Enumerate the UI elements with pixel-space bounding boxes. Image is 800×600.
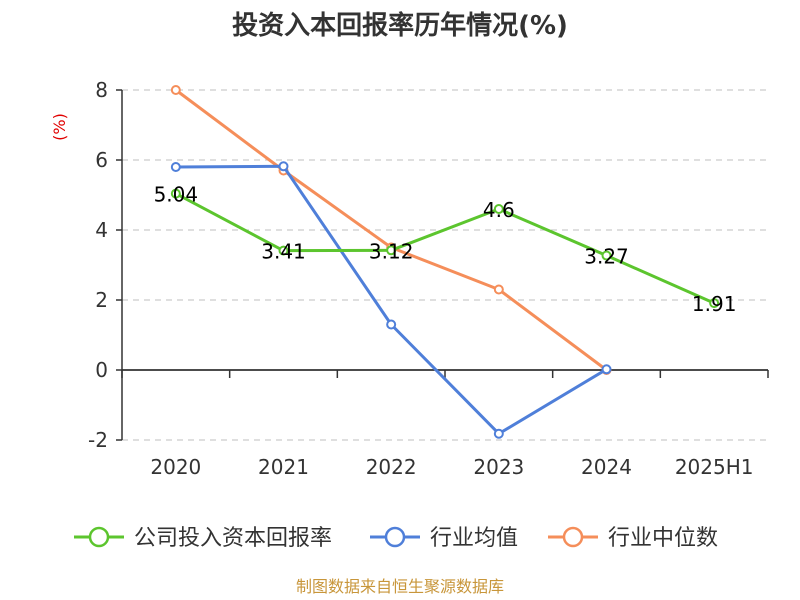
legend-label: 公司投入资本回报率	[134, 526, 332, 551]
legend-marker	[88, 526, 110, 548]
legend-label: 行业均值	[430, 526, 518, 551]
data-point	[278, 161, 289, 172]
y-tick-label: 6	[95, 148, 108, 172]
legend-marker	[384, 526, 406, 548]
legend-marker	[562, 526, 584, 548]
chart-title: 投资入本回报率历年情况(%)	[232, 10, 568, 41]
data-label: 1.91	[692, 292, 737, 316]
data-point	[493, 284, 504, 295]
data-label: 5.04	[154, 183, 199, 207]
data-point	[601, 364, 612, 375]
legend-item-1[interactable]: 公司投入资本回报率	[74, 526, 332, 551]
data-point	[386, 319, 397, 330]
data-point	[170, 188, 181, 199]
data-point	[170, 85, 181, 95]
y-axis-unit-label: (%)	[50, 113, 69, 141]
x-tick-label: 2024	[581, 455, 632, 479]
axes: -2 0 2 4 6 8 2020 2021 2022 2023 2024 2025H1	[88, 78, 769, 479]
x-tick-label: 2025H1	[675, 455, 754, 479]
data-point	[170, 162, 181, 172]
data-point	[493, 428, 504, 439]
data-point	[278, 245, 289, 256]
data-point	[709, 298, 720, 309]
data-label: 3.12	[369, 239, 414, 263]
grid	[122, 89, 768, 441]
data-label: 3.41	[261, 240, 306, 264]
data-point	[601, 250, 612, 261]
legend-item-3[interactable]: 行业中位数	[548, 526, 718, 551]
x-tick-label: 2020	[150, 455, 201, 479]
series-line-1	[175, 192, 715, 305]
series-lines	[170, 85, 720, 439]
data-point	[493, 204, 504, 214]
data-point	[386, 245, 397, 256]
y-tick-label: 8	[95, 78, 108, 102]
x-tick-label: 2023	[473, 455, 524, 479]
y-tick-label: 4	[95, 218, 108, 242]
legend: 公司投入资本回报率 行业均值 行业中位数	[74, 526, 718, 551]
legend-item-2[interactable]: 行业均值	[370, 526, 518, 551]
y-tick-label: 0	[95, 358, 108, 382]
y-tick-label: -2	[88, 428, 108, 452]
data-label: 4.6	[483, 198, 515, 222]
legend-label: 行业中位数	[608, 526, 718, 551]
y-tick-label: 2	[95, 288, 108, 312]
source-note: 制图数据来自恒生聚源数据库	[296, 577, 504, 596]
x-tick-label: 2021	[258, 455, 309, 479]
data-label: 3.27	[584, 245, 629, 269]
x-tick-label: 2022	[366, 455, 417, 479]
data-labels: 5.04 3.41 3.12 4.6 3.27 1.91	[154, 183, 737, 317]
